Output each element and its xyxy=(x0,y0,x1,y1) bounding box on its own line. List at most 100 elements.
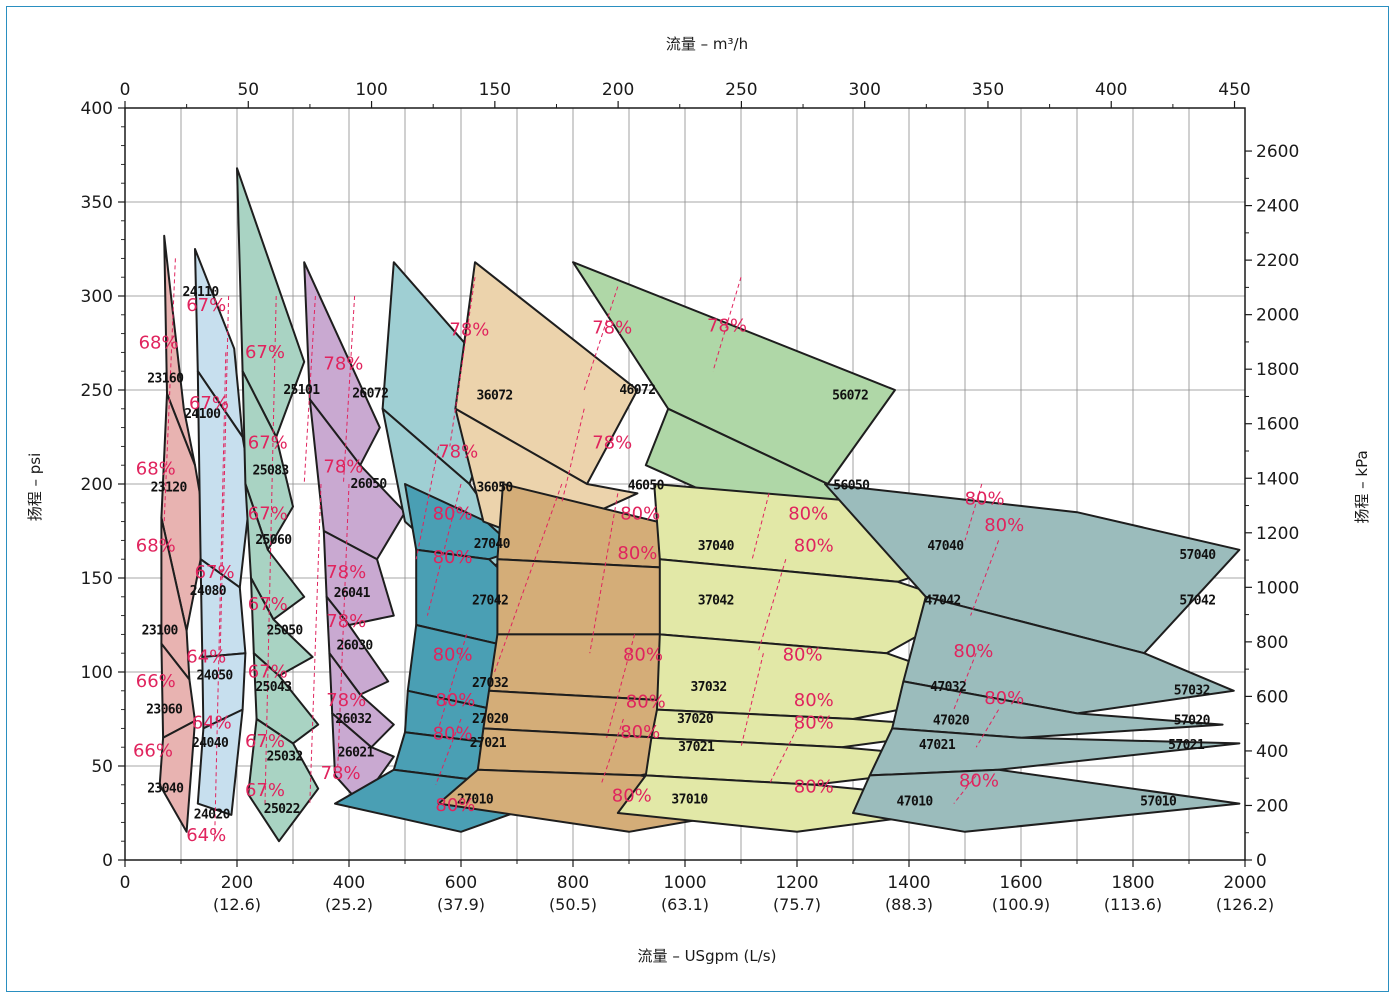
efficiency-line xyxy=(757,559,787,654)
efficiency-label: 80% xyxy=(794,690,834,711)
efficiency-label: 80% xyxy=(433,504,473,525)
efficiency-label: 78% xyxy=(707,316,747,337)
y-tick-label: 400 xyxy=(81,99,113,119)
x-tick-sublabel: (100.9) xyxy=(992,895,1050,914)
model-label: 37042 xyxy=(698,593,734,608)
model-label: 25032 xyxy=(267,749,303,764)
efficiency-label: 80% xyxy=(626,692,666,713)
model-label: 27021 xyxy=(470,736,507,751)
top-tick-label: 200 xyxy=(602,80,634,100)
model-label: 47032 xyxy=(930,680,966,695)
model-label: 24040 xyxy=(192,736,229,751)
right-tick-label: 1400 xyxy=(1256,469,1299,489)
x-tick-label: 1800 xyxy=(1111,873,1154,893)
y-axis-title-right: 扬程 – kPa xyxy=(1353,450,1371,523)
top-tick-label: 150 xyxy=(479,80,511,100)
model-label: 37020 xyxy=(677,712,714,727)
model-label: 56072 xyxy=(832,388,868,403)
efficiency-line xyxy=(606,634,636,738)
model-label: 37032 xyxy=(690,680,726,695)
right-tick-label: 0 xyxy=(1256,851,1267,871)
model-label: 25050 xyxy=(267,623,304,638)
model-label: 56050 xyxy=(833,479,870,494)
pump-region xyxy=(158,719,196,833)
efficiency-label: 80% xyxy=(794,536,834,557)
x-tick-label: 1000 xyxy=(663,873,706,893)
efficiency-label: 78% xyxy=(321,763,361,784)
model-label: 57021 xyxy=(1168,738,1205,753)
model-label: 23040 xyxy=(147,781,184,796)
efficiency-label: 80% xyxy=(617,543,657,564)
model-label: 24020 xyxy=(194,808,231,823)
model-label: 37040 xyxy=(698,539,735,554)
model-label: 24050 xyxy=(197,669,234,684)
model-label: 47010 xyxy=(897,794,934,809)
model-label: 57040 xyxy=(1179,548,1216,563)
efficiency-label: 67% xyxy=(248,594,288,615)
model-label: 26030 xyxy=(337,638,374,653)
model-label: 23120 xyxy=(151,481,188,496)
efficiency-label: 68% xyxy=(136,536,176,557)
model-label: 25022 xyxy=(264,802,300,817)
top-tick-label: 300 xyxy=(848,80,880,100)
efficiency-label: 80% xyxy=(959,771,999,792)
efficiency-label: 67% xyxy=(248,504,288,525)
efficiency-label: 78% xyxy=(326,562,366,583)
top-tick-label: 0 xyxy=(120,80,131,100)
top-tick-label: 400 xyxy=(1095,80,1127,100)
efficiency-line xyxy=(768,728,798,786)
efficiency-label: 67% xyxy=(245,342,285,363)
x-tick-label: 1600 xyxy=(999,873,1042,893)
efficiency-label: 80% xyxy=(794,712,834,733)
efficiency-label: 66% xyxy=(133,741,173,762)
efficiency-label: 80% xyxy=(783,645,823,666)
x-axis-title-top: 流量 – m³/h xyxy=(666,35,748,53)
efficiency-line xyxy=(561,408,585,503)
efficiency-line xyxy=(342,295,356,485)
top-tick-label: 350 xyxy=(972,80,1004,100)
model-label: 57020 xyxy=(1174,714,1211,729)
efficiency-line xyxy=(337,483,350,767)
model-label: 26050 xyxy=(351,477,388,492)
efficiency-line xyxy=(964,483,983,541)
model-label: 36050 xyxy=(477,481,514,496)
y-tick-label: 250 xyxy=(81,381,113,401)
pump-performance-chart: 24110 23160 24100 23120 24080 23100 24050 23060… xyxy=(26,35,1371,965)
x-tick-sublabel: (113.6) xyxy=(1104,895,1162,914)
efficiency-line xyxy=(163,258,176,522)
efficiency-line xyxy=(438,634,468,729)
top-tick-label: 50 xyxy=(237,80,259,100)
y-tick-label: 350 xyxy=(81,193,113,213)
model-label: 27020 xyxy=(472,712,509,727)
pump-region xyxy=(244,483,306,621)
pump-regions xyxy=(158,167,1241,843)
model-label: 47040 xyxy=(927,539,964,554)
pump-region xyxy=(308,398,406,561)
model-label: 25043 xyxy=(255,680,291,695)
pump-region xyxy=(852,768,1241,833)
right-tick-label: 800 xyxy=(1256,633,1288,653)
pump-region xyxy=(325,595,390,696)
right-tick-label: 2200 xyxy=(1256,251,1299,271)
efficiency-lines xyxy=(163,258,1000,842)
top-tick-label: 450 xyxy=(1218,80,1250,100)
pump-region xyxy=(824,483,1241,655)
y-tick-label: 300 xyxy=(81,287,113,307)
efficiency-line xyxy=(600,718,624,785)
right-tick-label: 1600 xyxy=(1256,415,1299,435)
x-tick-label: 800 xyxy=(557,873,589,893)
efficiency-label: 64% xyxy=(192,712,232,733)
efficiency-label: 67% xyxy=(248,432,288,453)
efficiency-label: 80% xyxy=(984,688,1024,709)
efficiency-labels: 68% 67% 67% 68% 68% 67% 64% 66% 64% 66% 64% 67% 67% 6… xyxy=(133,295,1024,846)
right-tick-label: 1000 xyxy=(1256,578,1299,598)
right-tick-label: 1800 xyxy=(1256,360,1299,380)
efficiency-line xyxy=(953,775,977,804)
right-tick-label: 2400 xyxy=(1256,197,1299,217)
efficiency-label: 80% xyxy=(794,776,834,797)
pump-region xyxy=(196,708,244,816)
efficiency-line xyxy=(219,295,230,654)
model-label: 46072 xyxy=(619,383,655,398)
efficiency-label: 78% xyxy=(592,318,632,339)
model-label: 26021 xyxy=(338,746,375,761)
